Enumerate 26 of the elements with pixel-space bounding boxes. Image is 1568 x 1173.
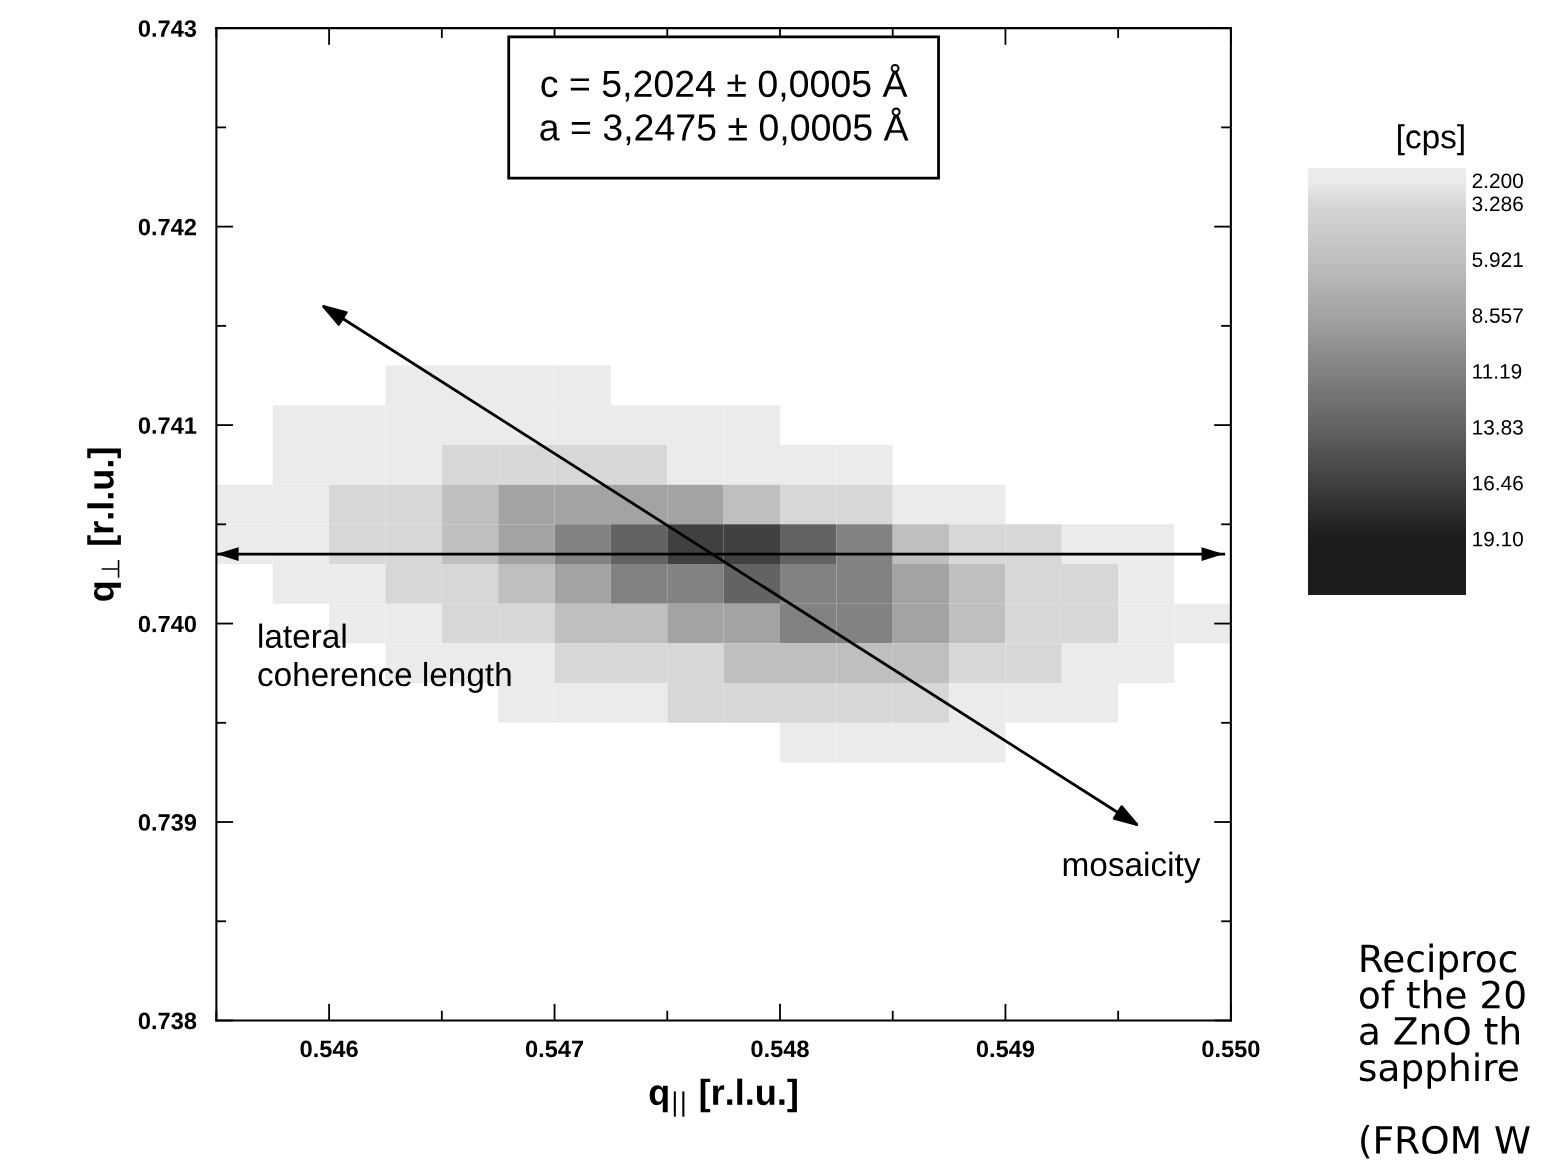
color-bar-label: 11.19 [1473, 364, 1522, 379]
color-bar-label: 13.83 [1473, 420, 1523, 435]
color-bar-label: 8.557 [1472, 308, 1523, 323]
x-tick-label: 0.546 [300, 1040, 358, 1058]
x-tick-label: 0.548 [751, 1040, 809, 1058]
color-bar-label: 3.286 [1472, 196, 1523, 212]
annotation: mosaicity [1063, 851, 1201, 883]
x-axis-title: q$_{||}$ [r.l.u.] [649, 1078, 797, 1117]
y-tick-label: 0.738 [138, 1012, 197, 1030]
text: Reciproc of the 20 a ZnO th sapphire (FROM W [1359, 943, 1530, 1159]
y-tick-label: 0.740 [138, 615, 196, 633]
color-bar-label: 2.200 [1472, 173, 1523, 189]
y-tick-label: 0.743 [138, 20, 197, 37]
y-tick-label: 0.739 [138, 814, 197, 831]
x-tick-label: 0.549 [976, 1040, 1035, 1058]
color-bar-title: [cps] [1398, 124, 1464, 156]
y-axis-title: q$_{⊥}$ [r.l.u.] [87, 448, 121, 601]
annotation: c = 5,2024 ± 0,0005 Å a = 3,2475 ± 0,0005 Å [540, 63, 909, 146]
color-bar-label: 5.921 [1472, 252, 1523, 268]
color-bar-label: 16.46 [1473, 475, 1523, 491]
color-bar-label: 19.10 [1473, 531, 1523, 547]
y-tick-label: 0.741 [138, 417, 197, 434]
legend-label: lateral coherence length [258, 623, 511, 693]
x-tick-label: 0.547 [525, 1040, 584, 1058]
y-tick-label: 0.742 [138, 218, 196, 236]
x-tick-label: 0.550 [1202, 1040, 1260, 1058]
